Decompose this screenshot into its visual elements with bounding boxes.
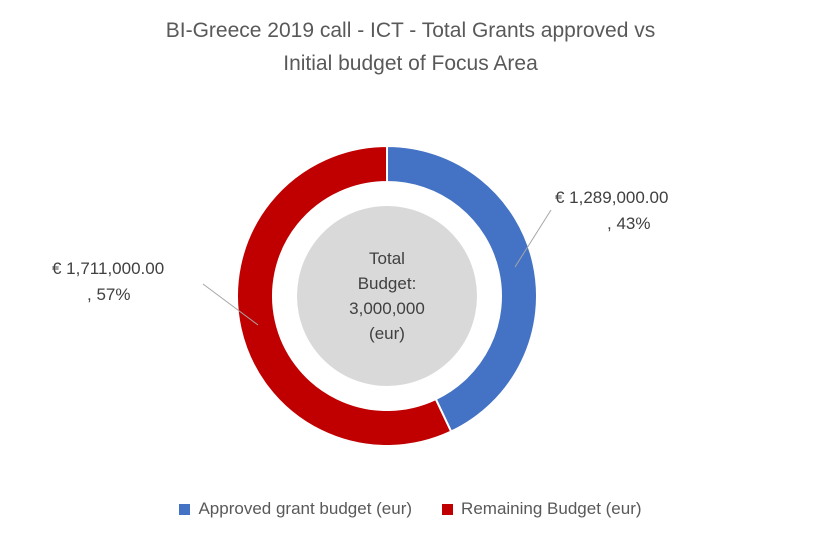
leader-line-approved — [514, 209, 552, 268]
data-label-approved-percent: , 43% — [607, 214, 651, 233]
chart-title-line-1: BI-Greece 2019 call - ICT - Total Grants… — [165, 19, 656, 42]
legend-swatch-approved — [179, 503, 191, 515]
data-label-approved-value: € 1,289,000.00 — [555, 188, 669, 207]
legend-label-approved: Approved grant budget (eur) — [198, 499, 413, 518]
center-label-line: Budget: — [357, 274, 417, 293]
data-label-remaining: € 1,711,000.00 , 57% — [52, 256, 164, 308]
center-label-line: Total — [369, 249, 405, 268]
center-circle — [297, 206, 477, 386]
legend: Approved grant budget (eur) Remaining Bu… — [0, 499, 821, 519]
data-label-remaining-percent: , 57% — [87, 285, 131, 304]
chart-title-line-2: Initial budget of Focus Area — [283, 52, 538, 75]
slice-remaining[interactable] — [236, 144, 453, 447]
chart-title: BI-Greece 2019 call - ICT - Total Grants… — [0, 14, 821, 80]
legend-label-remaining: Remaining Budget (eur) — [461, 499, 642, 518]
legend-item-remaining[interactable]: Remaining Budget (eur) — [442, 499, 642, 519]
leader-line-remaining — [202, 283, 259, 326]
data-label-approved: € 1,289,000.00 , 43% — [555, 185, 668, 237]
center-label-line: 3,000,000 — [349, 299, 425, 318]
data-label-remaining-value: € 1,711,000.00 — [52, 259, 165, 278]
slice-approved[interactable] — [386, 144, 538, 433]
center-label: Total Budget: 3,000,000 (eur) — [317, 246, 457, 346]
legend-swatch-remaining — [442, 503, 454, 515]
center-label-line: (eur) — [369, 324, 405, 343]
legend-item-approved[interactable]: Approved grant budget (eur) — [179, 499, 412, 519]
